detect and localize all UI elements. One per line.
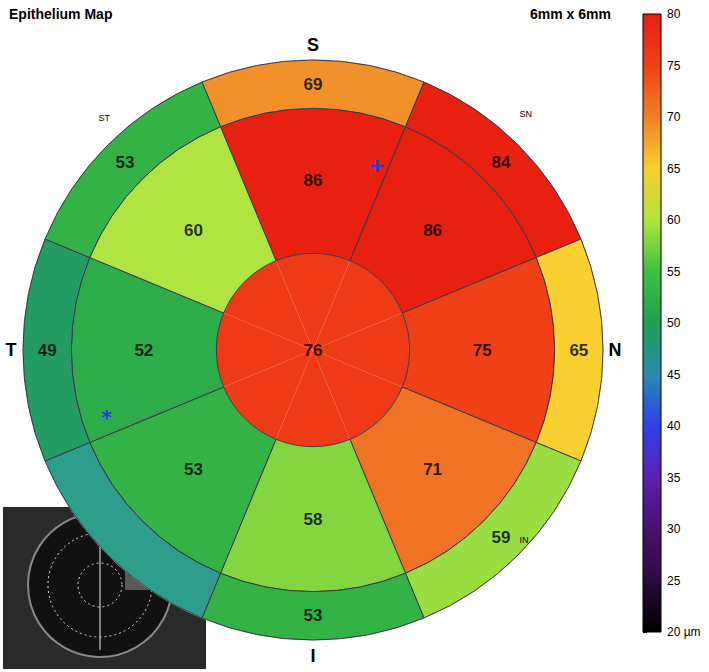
svg-text:20 µm: 20 µm xyxy=(667,625,701,639)
svg-text:53: 53 xyxy=(304,606,323,625)
svg-text:58: 58 xyxy=(304,510,323,529)
svg-text:59: 59 xyxy=(492,528,511,547)
svg-text:84: 84 xyxy=(492,153,511,172)
svg-text:60: 60 xyxy=(667,213,681,227)
svg-text:T: T xyxy=(6,340,17,360)
svg-text:65: 65 xyxy=(569,341,588,360)
svg-text:25: 25 xyxy=(667,574,681,588)
svg-text:50: 50 xyxy=(667,316,681,330)
svg-text:S: S xyxy=(307,35,319,55)
svg-text:N: N xyxy=(609,340,622,360)
svg-text:80: 80 xyxy=(667,7,681,21)
svg-text:86: 86 xyxy=(423,221,442,240)
svg-text:+: + xyxy=(368,153,385,177)
svg-text:70: 70 xyxy=(667,110,681,124)
svg-text:35: 35 xyxy=(667,471,681,485)
svg-text:30: 30 xyxy=(667,522,681,536)
svg-text:*: * xyxy=(101,405,112,429)
svg-text:ST: ST xyxy=(98,113,110,123)
svg-text:40: 40 xyxy=(667,419,681,433)
svg-text:53: 53 xyxy=(184,460,203,479)
svg-text:86: 86 xyxy=(304,171,323,190)
svg-text:53: 53 xyxy=(116,153,135,172)
svg-text:55: 55 xyxy=(667,265,681,279)
svg-text:45: 45 xyxy=(667,368,681,382)
svg-text:6mm x 6mm: 6mm x 6mm xyxy=(530,6,611,22)
svg-text:49: 49 xyxy=(38,341,57,360)
svg-text:60: 60 xyxy=(184,221,203,240)
svg-text:I: I xyxy=(310,646,315,666)
svg-text:76: 76 xyxy=(304,341,323,360)
svg-text:75: 75 xyxy=(473,341,492,360)
svg-text:SN: SN xyxy=(520,109,533,119)
svg-text:IN: IN xyxy=(520,535,529,545)
svg-text:65: 65 xyxy=(667,162,681,176)
svg-text:52: 52 xyxy=(134,341,153,360)
svg-text:75: 75 xyxy=(667,59,681,73)
svg-text:Epithelium Map: Epithelium Map xyxy=(9,6,112,22)
svg-text:69: 69 xyxy=(304,75,323,94)
svg-text:71: 71 xyxy=(423,460,442,479)
